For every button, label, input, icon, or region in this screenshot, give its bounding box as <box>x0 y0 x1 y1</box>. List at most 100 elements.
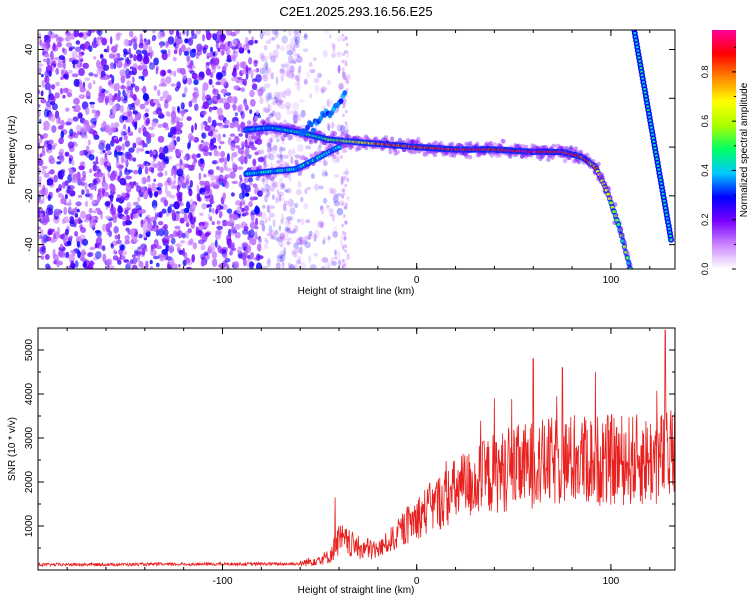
noise-point <box>92 130 98 137</box>
noise-point <box>189 180 193 188</box>
noise-point <box>102 223 107 232</box>
noise-point <box>153 255 160 260</box>
noise-point <box>283 133 289 138</box>
y-tick-label: 20 <box>24 92 35 104</box>
noise-point <box>264 61 269 70</box>
noise-point <box>171 263 178 269</box>
noise-point <box>319 205 323 211</box>
noise-point <box>157 135 165 143</box>
halo-point <box>449 141 455 147</box>
noise-point <box>297 255 302 265</box>
noise-point <box>169 203 174 208</box>
noise-point <box>121 216 128 221</box>
noise-point <box>177 180 182 185</box>
noise-point <box>220 88 228 94</box>
noise-point <box>74 212 79 218</box>
spectrogram-marks <box>38 30 675 269</box>
noise-point <box>229 122 235 129</box>
halo-point <box>489 152 494 158</box>
noise-point <box>54 209 61 217</box>
halo-point <box>492 142 498 148</box>
noise-point <box>96 196 101 204</box>
noise-point <box>222 192 226 200</box>
halo-point <box>308 137 313 143</box>
halo-point <box>409 149 414 155</box>
noise-point <box>178 47 182 56</box>
noise-point <box>177 194 183 203</box>
noise-point <box>329 34 332 39</box>
noise-point <box>346 253 350 261</box>
noise-point <box>304 33 308 38</box>
noise-point <box>124 57 128 63</box>
noise-point <box>343 214 346 218</box>
noise-point <box>331 261 337 266</box>
noise-point <box>267 104 272 112</box>
noise-point <box>107 149 111 155</box>
noise-point <box>329 121 336 129</box>
noise-point <box>68 69 73 74</box>
noise-point <box>331 188 337 196</box>
noise-point <box>76 208 80 213</box>
noise-point <box>148 62 156 70</box>
noise-point <box>342 188 346 192</box>
noise-point <box>289 207 296 215</box>
noise-point <box>64 30 71 36</box>
ridge-core-point <box>626 261 631 265</box>
noise-point <box>113 95 118 101</box>
noise-point <box>134 85 140 93</box>
halo-point <box>308 139 314 145</box>
halo-point <box>382 137 388 143</box>
noise-point <box>202 47 207 54</box>
noise-point <box>303 34 308 40</box>
noise-point <box>141 186 146 193</box>
noise-point <box>280 68 283 73</box>
noise-point <box>287 262 292 269</box>
halo-point <box>618 227 624 233</box>
halo-point <box>260 119 265 124</box>
noise-point <box>142 218 148 227</box>
noise-point <box>332 156 339 164</box>
noise-point <box>166 177 172 186</box>
noise-point <box>283 200 289 206</box>
halo-point <box>252 119 257 124</box>
noise-point <box>342 149 346 154</box>
noise-point <box>50 51 54 59</box>
noise-point <box>199 187 206 195</box>
noise-point <box>176 30 180 38</box>
noise-point <box>56 187 62 192</box>
noise-point <box>326 98 333 108</box>
noise-point <box>119 177 127 186</box>
noise-point <box>226 153 230 162</box>
noise-point <box>111 75 115 84</box>
noise-point <box>45 41 51 50</box>
noise-point <box>63 73 69 79</box>
noise-point <box>145 260 149 269</box>
noise-point <box>155 66 159 75</box>
noise-point <box>272 219 276 228</box>
noise-point <box>286 110 292 115</box>
noise-point <box>272 100 277 106</box>
halo-point <box>388 149 393 155</box>
noise-point <box>244 36 249 44</box>
noise-point <box>188 100 193 108</box>
halo-point <box>494 153 500 158</box>
noise-point <box>103 191 110 197</box>
noise-point <box>145 39 149 46</box>
noise-point <box>267 67 272 76</box>
noise-point <box>142 247 148 253</box>
noise-point <box>202 93 206 102</box>
noise-point <box>108 230 112 238</box>
noise-point <box>284 102 292 109</box>
noise-point <box>191 125 194 134</box>
noise-point <box>200 253 206 260</box>
noise-point <box>73 30 80 38</box>
noise-point <box>248 30 252 35</box>
noise-point <box>68 57 73 63</box>
noise-point <box>285 68 291 77</box>
noise-point <box>264 194 268 203</box>
halo-point <box>600 175 606 181</box>
noise-point <box>320 221 324 229</box>
noise-point <box>297 144 304 153</box>
noise-point <box>116 194 121 199</box>
noise-point <box>101 37 108 46</box>
